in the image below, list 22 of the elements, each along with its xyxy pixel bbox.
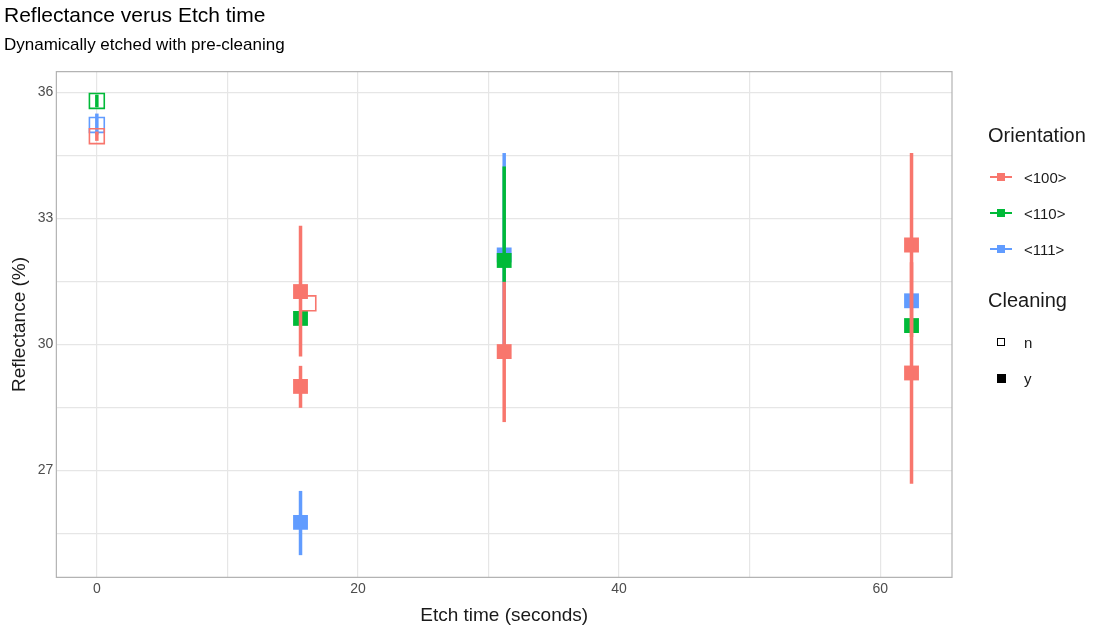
chart-subtitle: Dynamically etched with pre-cleaning <box>4 35 285 55</box>
x-tick-label: 40 <box>611 579 628 596</box>
text: y <box>1024 369 1032 387</box>
y-tick-label: 30 <box>37 335 54 352</box>
text: Cleaning <box>988 289 1068 312</box>
chart-title: Reflectance verus Etch time <box>4 3 266 27</box>
point <box>88 116 106 134</box>
y-tick-label: 33 <box>37 209 54 226</box>
x-tick-label: 20 <box>350 579 366 596</box>
point <box>88 92 106 110</box>
point <box>88 128 106 145</box>
x-axis-title: Etch time (seconds) <box>420 603 589 625</box>
x-tick-label: 0 <box>92 579 101 596</box>
legend-label: <111> <box>1024 240 1065 258</box>
y-tick-label: 36 <box>37 83 54 100</box>
legend-label: <100> <box>1024 168 1067 186</box>
legend-label: <110> <box>1024 204 1066 222</box>
text: n <box>1024 333 1033 351</box>
x-tick-label: 60 <box>872 579 889 596</box>
legend-title: Orientation <box>988 124 1086 147</box>
y-axis-title: Reflectance (%) <box>7 256 29 393</box>
y-tick-label: 27 <box>37 461 54 478</box>
